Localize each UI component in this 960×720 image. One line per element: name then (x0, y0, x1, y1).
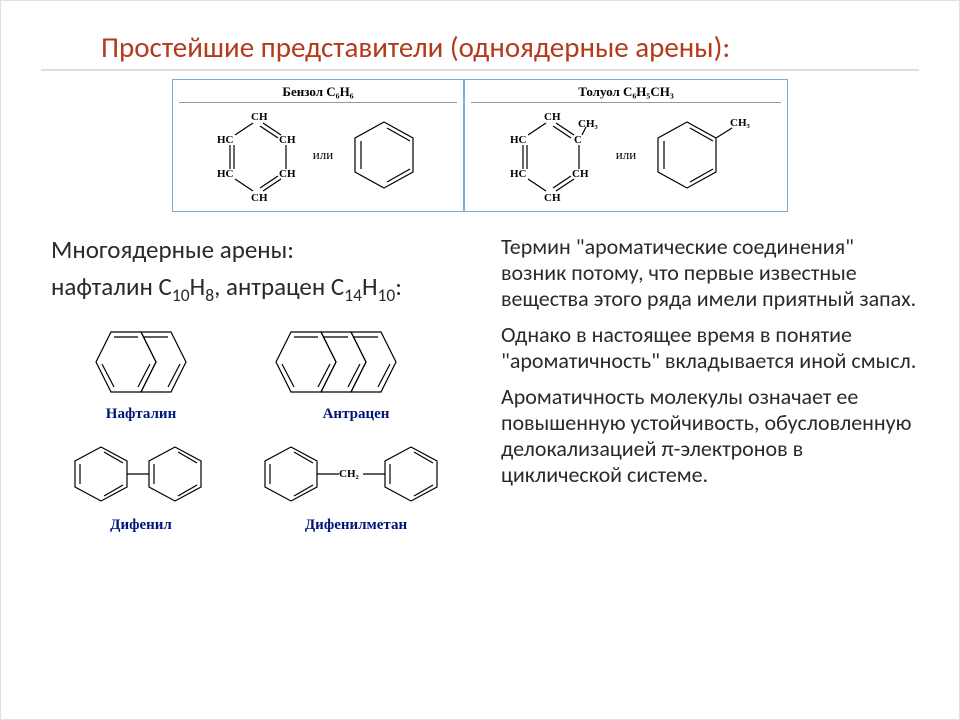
svg-text:HC: HC (217, 168, 234, 180)
polynuclear-formula-line: нафталин C10H8, антрацен C14H10: (51, 271, 481, 306)
paragraph-2: Однако в настоящее время в понятие "аром… (501, 322, 919, 374)
svg-text:CH₂: CH₂ (339, 468, 360, 480)
polynuclear-heading: Многоядерные арены: (51, 234, 481, 265)
diphenylmethane-label: Дифенилметан (305, 517, 407, 534)
svg-text:CH: CH (544, 111, 561, 123)
svg-text:HC: HC (217, 134, 234, 146)
svg-text:C: C (574, 134, 582, 146)
toluene-box: Толуол C₆H₅CH₃ CH CH₃ HC C HC CH CH (464, 79, 788, 212)
svg-text:CH: CH (544, 192, 561, 204)
toluene-hex-icon: CH₃ (642, 110, 752, 200)
benzene-hex-icon (339, 110, 429, 200)
svg-text:HC: HC (510, 168, 527, 180)
toluene-kekule-icon: CH CH₃ HC C HC CH CH (500, 105, 610, 205)
naphthalene-icon (76, 324, 206, 402)
diphenylmethane-icon: CH₂ (251, 435, 461, 513)
svg-text:CH: CH (279, 168, 296, 180)
svg-text:CH: CH (279, 134, 296, 146)
naphthalene-label: Нафталин (106, 406, 176, 423)
benzene-box: Бензол C₆H₆ CH HC CH HC CH CH или (172, 79, 464, 212)
paragraph-1: Термин "ароматические соединения" возник… (501, 234, 919, 312)
benzene-or: или (313, 147, 333, 163)
diphenyl-icon (61, 435, 221, 513)
slide-title: Простейшие представители (одноядерные ар… (41, 1, 919, 71)
toluene-or: или (616, 147, 636, 163)
svg-text:CH: CH (251, 111, 268, 123)
diphenyl-label: Дифенил (110, 517, 172, 534)
benzene-kekule-icon: CH HC CH HC CH CH (207, 105, 307, 205)
svg-text:CH₃: CH₃ (578, 118, 599, 130)
top-diagram-row: Бензол C₆H₆ CH HC CH HC CH CH или (1, 79, 959, 212)
benzene-header: Бензол C₆H₆ (179, 84, 457, 103)
anthracene-label: Антрацен (323, 406, 390, 423)
paragraph-3: Ароматичность молекулы означает ее повыш… (501, 384, 919, 488)
svg-text:CH: CH (251, 192, 268, 204)
toluene-header: Толуол C₆H₅CH₃ (471, 84, 781, 103)
svg-text:CH: CH (572, 168, 589, 180)
svg-text:CH₃: CH₃ (730, 117, 751, 129)
svg-text:HC: HC (510, 134, 527, 146)
anthracene-icon (261, 324, 451, 402)
